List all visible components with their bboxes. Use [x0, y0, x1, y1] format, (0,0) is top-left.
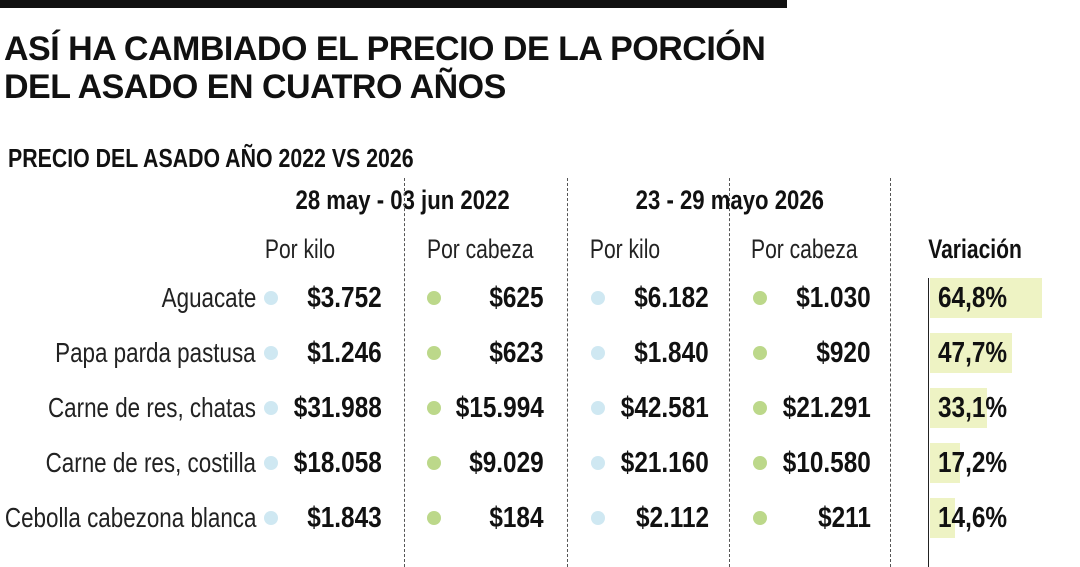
cabeza-2022-dot: [427, 291, 441, 305]
cabeza-2022-dot: [427, 456, 441, 470]
table-row: Carne de res, chatas $31.988 $15.994 $42.58…: [0, 386, 1080, 430]
kilo-2026-value: $21.160: [620, 447, 709, 479]
page-title: ASÍ HA CAMBIADO EL PRECIO DE LA PORCIÓN …: [4, 30, 766, 106]
variation-bar: [930, 498, 955, 538]
cabeza-2022-value: $625: [489, 282, 544, 314]
variation-value: 17,2%: [938, 447, 1008, 479]
cabeza-2022-dot: [427, 346, 441, 360]
variation-value: 33,1%: [938, 392, 1008, 424]
chart-subtitle: PRECIO DEL ASADO AÑO 2022 VS 2026: [8, 143, 414, 173]
variation-axis: [928, 278, 929, 567]
col-header-kilo-2022: Por kilo: [264, 234, 336, 264]
row-label: Aguacate: [161, 282, 256, 313]
kilo-2022-dot: [264, 511, 278, 525]
divider-3: [729, 178, 730, 567]
kilo-2026-value: $6.182: [634, 282, 709, 314]
row-label: Carne de res, costilla: [45, 447, 256, 478]
cabeza-2026-dot: [753, 456, 767, 470]
divider-2: [567, 178, 568, 567]
cabeza-2022-value: $9.029: [469, 447, 544, 479]
divider-1: [404, 178, 405, 567]
kilo-2026-value: $2.112: [635, 502, 709, 534]
cabeza-2026-value: $920: [816, 337, 871, 369]
kilo-2026-value: $1.840: [634, 337, 709, 369]
period-header-2026: 23 - 29 mayo 2026: [635, 185, 825, 215]
variation-bar: [930, 443, 960, 483]
variation-bar: [930, 333, 1012, 373]
table-row: Papa parda pastusa $1.246 $623 $1.840 $920 47…: [0, 331, 1080, 375]
cabeza-2022-dot: [427, 511, 441, 525]
cabeza-2026-dot: [753, 511, 767, 525]
kilo-2026-value: $42.581: [620, 392, 709, 424]
kilo-2026-dot: [591, 511, 605, 525]
table-row: Aguacate $3.752 $625 $6.182 $1.030 64,8%: [0, 276, 1080, 320]
variation-value: 64,8%: [938, 282, 1008, 314]
divider-4: [890, 178, 891, 567]
variation-bar: [930, 388, 987, 428]
variation-value: 47,7%: [938, 337, 1008, 369]
cabeza-2026-dot: [753, 346, 767, 360]
cabeza-2022-dot: [427, 401, 441, 415]
top-rule: [0, 0, 787, 8]
cabeza-2026-value: $21.291: [782, 392, 871, 424]
kilo-2022-dot: [264, 401, 278, 415]
cabeza-2026-value: $1.030: [796, 282, 871, 314]
cabeza-2026-value: $211: [818, 502, 871, 534]
col-header-variacion: Variación: [928, 234, 1022, 264]
kilo-2026-dot: [591, 291, 605, 305]
kilo-2022-dot: [264, 346, 278, 360]
col-header-cabeza-2022: Por cabeza: [427, 234, 534, 264]
cabeza-2026-dot: [753, 291, 767, 305]
kilo-2026-dot: [591, 456, 605, 470]
kilo-2022-value: $31.988: [293, 392, 382, 424]
cabeza-2022-value: $15.994: [455, 392, 544, 424]
cabeza-2026-value: $10.580: [782, 447, 871, 479]
period-header-2022: 28 may - 03 jun 2022: [295, 185, 511, 215]
kilo-2022-value: $3.752: [307, 282, 382, 314]
kilo-2022-value: $1.843: [307, 502, 382, 534]
col-header-cabeza-2026: Por cabeza: [751, 234, 858, 264]
variation-bar: [930, 278, 1042, 318]
kilo-2026-dot: [591, 401, 605, 415]
cabeza-2022-value: $184: [489, 502, 544, 534]
row-label: Cebolla cabezona blanca: [4, 502, 256, 533]
kilo-2026-dot: [591, 346, 605, 360]
col-header-kilo-2026: Por kilo: [589, 234, 661, 264]
row-label: Carne de res, chatas: [48, 392, 256, 423]
kilo-2022-dot: [264, 291, 278, 305]
cabeza-2022-value: $623: [489, 337, 544, 369]
kilo-2022-value: $18.058: [293, 447, 382, 479]
kilo-2022-dot: [264, 456, 278, 470]
table-row: Cebolla cabezona blanca $1.843 $184 $2.112 $…: [0, 496, 1080, 540]
kilo-2022-value: $1.246: [307, 337, 382, 369]
variation-value: 14,6%: [938, 502, 1008, 534]
table-row: Carne de res, costilla $18.058 $9.029 $21.1…: [0, 441, 1080, 485]
cabeza-2026-dot: [753, 401, 767, 415]
row-label: Papa parda pastusa: [55, 337, 256, 368]
